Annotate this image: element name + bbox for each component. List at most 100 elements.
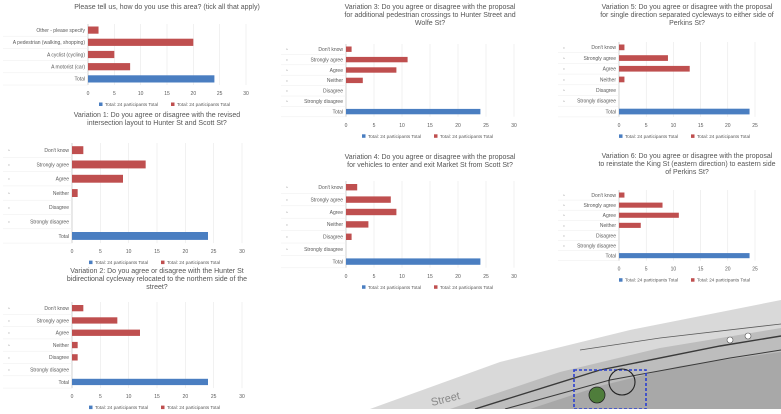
legend-swatch [89,405,93,410]
x-tick-label: 30 [239,394,245,400]
x-tick-label: 0 [618,123,621,129]
x-tick-label: 20 [183,249,189,255]
x-tick-label: 0 [71,394,74,400]
response-bar [346,233,352,240]
category-mark: ≈ [563,214,565,218]
response-bar [346,208,397,216]
category-mark: ≈ [563,78,565,82]
chart-variation-5: Variation 5: Do you agree or disagree wi… [555,0,781,148]
response-bar [72,317,118,324]
response-bar [88,26,99,34]
response-bar [88,50,115,59]
chart-title: for additional pedestrian crossings to H… [344,12,515,19]
category-mark: ≈ [286,210,288,214]
category-mark: ≈ [286,248,288,252]
response-bar [72,146,84,155]
total-bar [619,253,750,259]
chart-title: bidirectional cycleway relocated to the … [67,276,247,283]
category-mark: ≈ [286,79,288,83]
x-tick-label: 20 [191,91,197,97]
response-bar [619,222,641,228]
chart-title: for single direction separated cycleways… [600,12,774,19]
response-bar [346,56,408,63]
legend-label: Total: 24 participants Total [95,260,148,265]
chart-variation-4: Variation 4: Do you agree or disagree wi… [278,148,526,290]
response-bar [619,202,663,208]
category-label: Strongly agree [36,162,69,168]
category-label: Total [58,234,69,240]
legend-swatch [619,134,623,138]
chart-svg: Variation 2: Do you agree or disagree wi… [3,268,247,410]
total-bar [72,378,208,386]
category-mark: ≈ [8,368,10,372]
response-bar [72,329,140,336]
category-label: Strongly agree [583,56,616,62]
x-tick-label: 10 [671,267,677,273]
category-mark: ≈ [8,191,10,195]
x-tick-label: 10 [138,91,144,97]
category-label: Total [332,109,343,115]
x-tick-label: 5 [645,123,648,129]
category-label: Agree [56,177,70,183]
category-label: Disagree [596,233,616,239]
response-bar [72,354,78,361]
chart-variation-3: Variation 3: Do you agree or disagree wi… [278,0,526,148]
category-label: Don't know [318,47,343,53]
x-tick-label: 20 [455,123,461,129]
response-bar [72,341,78,349]
total-bar [88,75,215,83]
category-label: Total [605,253,616,259]
category-mark: ≈ [563,56,565,60]
category-label: Other - please specify [36,28,85,34]
chart-title: Variation 6: Do you agree or disagree wi… [602,153,773,160]
category-mark: ≈ [563,244,565,248]
x-tick-label: 25 [483,274,489,280]
x-tick-label: 25 [752,123,758,129]
legend-swatch [691,134,695,138]
x-tick-label: 25 [211,249,217,255]
x-tick-label: 5 [645,267,648,273]
category-label: Total [332,259,343,265]
legend-swatch [691,278,695,282]
x-tick-label: 15 [427,274,433,280]
category-label: Strongly agree [36,318,69,324]
legend-swatch [434,134,438,138]
category-label: Neither [53,191,69,197]
category-mark: ≈ [286,198,288,202]
legend-label: Total: 24 participants Total [625,278,678,283]
chart-title: Perkins St? [669,20,705,27]
category-label: Agree [603,67,617,73]
x-tick-label: 30 [243,91,249,97]
chart-title: Variation 2: Do you agree or disagree wi… [70,268,243,275]
category-label: Agree [56,331,70,337]
category-mark: ≈ [8,220,10,224]
chart-svg: Variation 6: Do you agree or disagree wi… [558,153,776,283]
total-bar [346,258,481,265]
category-label: Disagree [49,205,69,211]
legend-label: Total: 24 participants Total [95,405,148,410]
legend-label: Total: 24 participants Total [440,285,493,290]
total-bar [346,108,481,115]
legend-label: Total: 24 participants Total [368,285,421,290]
chart-title: Please tell us, how do you use this area… [74,4,260,11]
category-mark: ≈ [8,149,10,153]
category-mark: ≈ [563,46,565,50]
legend-swatch [161,260,165,265]
x-tick-label: 25 [211,394,217,400]
x-tick-label: 0 [71,249,74,255]
response-bar [619,65,690,72]
x-tick-label: 5 [99,249,102,255]
category-mark: ≈ [286,100,288,104]
category-mark: ≈ [286,89,288,93]
x-tick-label: 15 [698,123,704,129]
legend-label: Total: 24 participants Total [625,134,678,139]
x-tick-label: 0 [618,267,621,273]
category-label: Neither [600,77,616,83]
category-label: Don't know [591,45,616,51]
legend-swatch [619,278,623,282]
response-bar [88,38,194,46]
response-bar [619,44,625,51]
legend-swatch [434,285,438,289]
response-bar [72,174,123,183]
category-label: Disagree [49,355,69,361]
